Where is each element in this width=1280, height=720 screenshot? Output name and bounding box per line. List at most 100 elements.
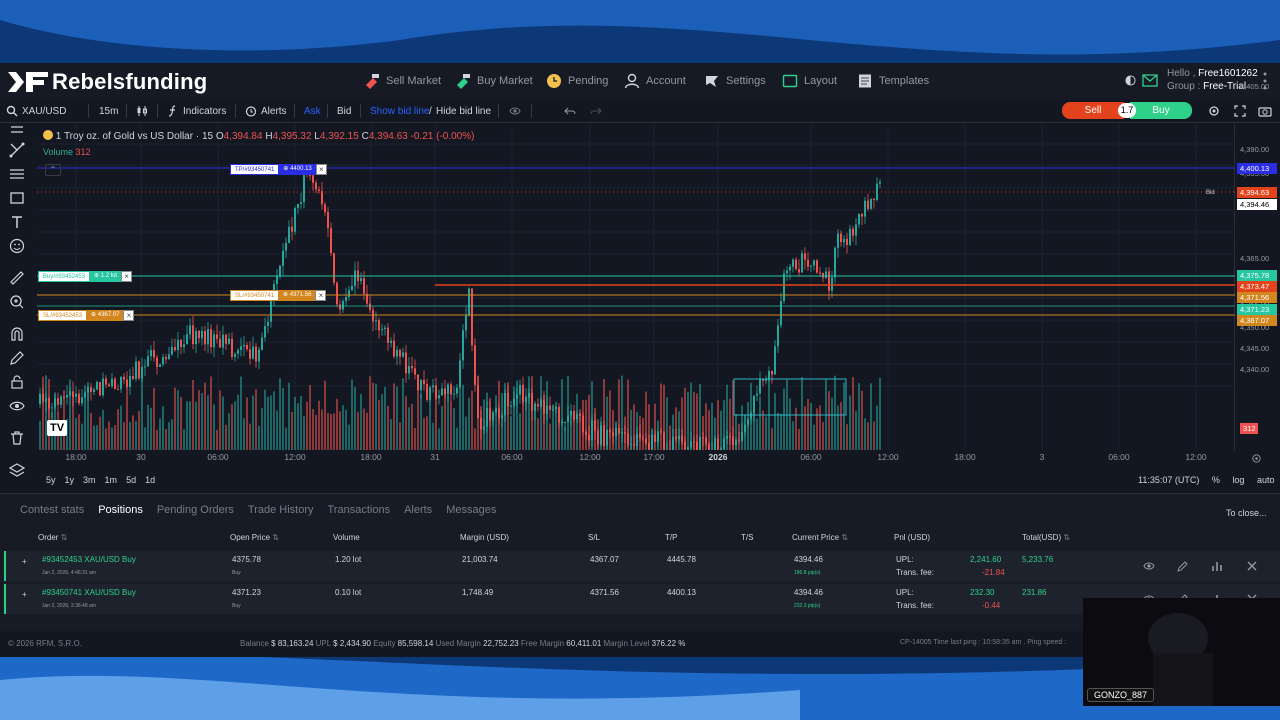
range-5d[interactable]: 5d	[126, 475, 137, 485]
trash-icon[interactable]	[9, 430, 25, 446]
alerts-button[interactable]: Alerts	[245, 104, 287, 118]
axis-settings-icon[interactable]	[1251, 453, 1262, 464]
settings-gear-icon[interactable]	[1208, 105, 1220, 117]
sort-icon[interactable]: ⇅	[58, 533, 68, 542]
chart-position-icon[interactable]	[1211, 560, 1223, 572]
pencil-lock-icon[interactable]	[9, 350, 25, 366]
position-row[interactable]: + #93452453 XAU/USD Buy Jan 2, 2026, 4:46:…	[4, 551, 1280, 581]
camera-icon[interactable]	[1258, 105, 1272, 117]
menu-icon[interactable]	[9, 124, 25, 140]
tab-contest-stats[interactable]: Contest stats	[20, 504, 85, 516]
sort-icon[interactable]: ⇅	[839, 533, 849, 542]
column-header[interactable]: Volume	[333, 533, 360, 542]
tab-trade-history[interactable]: Trade History	[247, 504, 314, 516]
layers-icon[interactable]	[9, 462, 25, 478]
tab-alerts[interactable]: Alerts	[404, 504, 433, 516]
buy-order-label[interactable]: Buy/#93452453 ⊕ 1.2 lot ×	[38, 271, 133, 282]
hide-bid-line-button[interactable]: Hide bid line	[436, 105, 492, 117]
quantity-field[interactable]: 1.7	[1118, 103, 1136, 118]
tradingview-logo[interactable]: TV	[47, 420, 67, 436]
column-header[interactable]: Pnl (USD)	[894, 533, 931, 542]
expand-icon[interactable]: +	[22, 557, 27, 566]
candle	[294, 208, 296, 232]
tab-pending-orders[interactable]: Pending Orders	[156, 504, 234, 516]
horizontal-lines-icon[interactable]	[9, 166, 25, 182]
nav-account[interactable]: Account	[624, 72, 686, 90]
column-header[interactable]: T/S	[741, 533, 754, 542]
upl-label: UPL:	[896, 555, 914, 564]
fullscreen-icon[interactable]	[1234, 105, 1246, 117]
collapse-legend-button[interactable]: ⌃	[45, 164, 61, 176]
ruler-icon[interactable]	[9, 270, 25, 286]
symbol-search[interactable]: XAU/USD	[6, 104, 66, 118]
close-position-icon[interactable]	[1246, 560, 1258, 572]
range-1m[interactable]: 1m	[104, 475, 118, 485]
more-vertical-icon[interactable]	[1260, 70, 1270, 92]
price-chart[interactable]: 1 Troy oz. of Gold vs US Dollar · 15 O4,…	[37, 124, 1235, 450]
range-3m[interactable]: 3m	[83, 475, 96, 485]
magnet-icon[interactable]	[9, 326, 25, 342]
log-toggle[interactable]: log	[1232, 475, 1245, 485]
text-icon[interactable]	[9, 214, 25, 230]
visibility-button[interactable]	[509, 104, 525, 118]
time-axis[interactable]: 18:00 30 06:00 12:00 18:00 31 06:00 12:00 17:00 2…	[37, 450, 1235, 466]
close-sl-icon[interactable]: ×	[315, 290, 327, 301]
expand-icon[interactable]: +	[22, 590, 27, 599]
buy-button[interactable]: Buy	[1130, 102, 1192, 119]
zoom-in-icon[interactable]	[9, 294, 25, 310]
chart-type-button[interactable]	[136, 104, 152, 118]
edit-position-icon[interactable]	[1177, 560, 1189, 572]
emoji-icon[interactable]	[9, 238, 25, 254]
mail-icon[interactable]	[1142, 74, 1158, 87]
interval-select[interactable]: 15m	[99, 105, 119, 117]
lock-icon[interactable]	[9, 374, 25, 390]
close-tp-icon[interactable]: ×	[315, 164, 327, 175]
indicators-button[interactable]: Indicators	[167, 104, 226, 118]
price-axis[interactable]: 4,405.004,390.004,385.004,380.004,365.00…	[1236, 82, 1280, 450]
nav-sell-market[interactable]: Sell Market	[364, 72, 441, 90]
tab-positions[interactable]: Positions	[98, 504, 143, 516]
column-header[interactable]: S/L	[588, 533, 601, 542]
tp-order-label[interactable]: TP/#93450741 ⊕ 4400.13 ×	[230, 164, 327, 175]
trend-line-icon[interactable]	[9, 142, 25, 158]
utc-clock[interactable]: 11:35:07 (UTC)	[1138, 475, 1200, 485]
nav-layout[interactable]: Layout	[782, 72, 837, 90]
range-1d[interactable]: 1d	[145, 475, 156, 485]
auto-toggle[interactable]: auto	[1256, 475, 1275, 485]
nav-pending[interactable]: Pending	[546, 72, 608, 90]
brand-logo[interactable]: Rebelsfunding	[6, 68, 207, 96]
view-position-icon[interactable]	[1143, 560, 1155, 572]
sl-order-label-2[interactable]: SL/#93452453 ⊕ 4367.07 ×	[38, 310, 135, 321]
rectangle-icon[interactable]	[9, 190, 25, 206]
column-header[interactable]: Order ⇅	[38, 533, 68, 542]
column-header[interactable]: Open Price ⇅	[230, 533, 279, 542]
close-buy-icon[interactable]: ×	[121, 271, 133, 282]
show-bid-line-button[interactable]: Show bid line	[370, 105, 430, 117]
nav-templates[interactable]: Templates	[857, 72, 929, 90]
nav-settings[interactable]: Settings	[704, 72, 766, 90]
nav-buy-market[interactable]: Buy Market	[455, 72, 533, 90]
sell-button[interactable]: Sell	[1062, 102, 1124, 119]
chart-canvas[interactable]	[37, 124, 1235, 450]
tab-transactions[interactable]: Transactions	[327, 504, 391, 516]
bid-button[interactable]: Bid	[337, 105, 352, 117]
undo-button[interactable]	[564, 104, 580, 118]
sort-icon[interactable]: ⇅	[270, 533, 279, 542]
sl-order-label-1[interactable]: SL/#93450741 ⊕ 4371.56 ×	[230, 290, 327, 301]
column-header[interactable]: Total(USD) ⇅	[1022, 533, 1071, 542]
ask-button[interactable]: Ask	[304, 105, 321, 117]
percent-toggle[interactable]: %	[1211, 475, 1220, 485]
close-all-button[interactable]: To close...	[1226, 508, 1267, 518]
eye-icon[interactable]	[9, 398, 25, 414]
close-sl2-icon[interactable]: ×	[123, 310, 135, 321]
range-5y[interactable]: 5y	[46, 475, 56, 485]
range-1y[interactable]: 1y	[64, 475, 75, 485]
column-header[interactable]: Current Price ⇅	[792, 533, 849, 542]
theme-toggle-icon[interactable]	[1125, 75, 1136, 86]
candle	[144, 366, 146, 368]
redo-button[interactable]	[590, 104, 606, 118]
column-header[interactable]: T/P	[665, 533, 678, 542]
tab-messages[interactable]: Messages	[446, 504, 497, 516]
sort-icon[interactable]: ⇅	[1061, 533, 1071, 542]
column-header[interactable]: Margin (USD)	[460, 533, 509, 542]
